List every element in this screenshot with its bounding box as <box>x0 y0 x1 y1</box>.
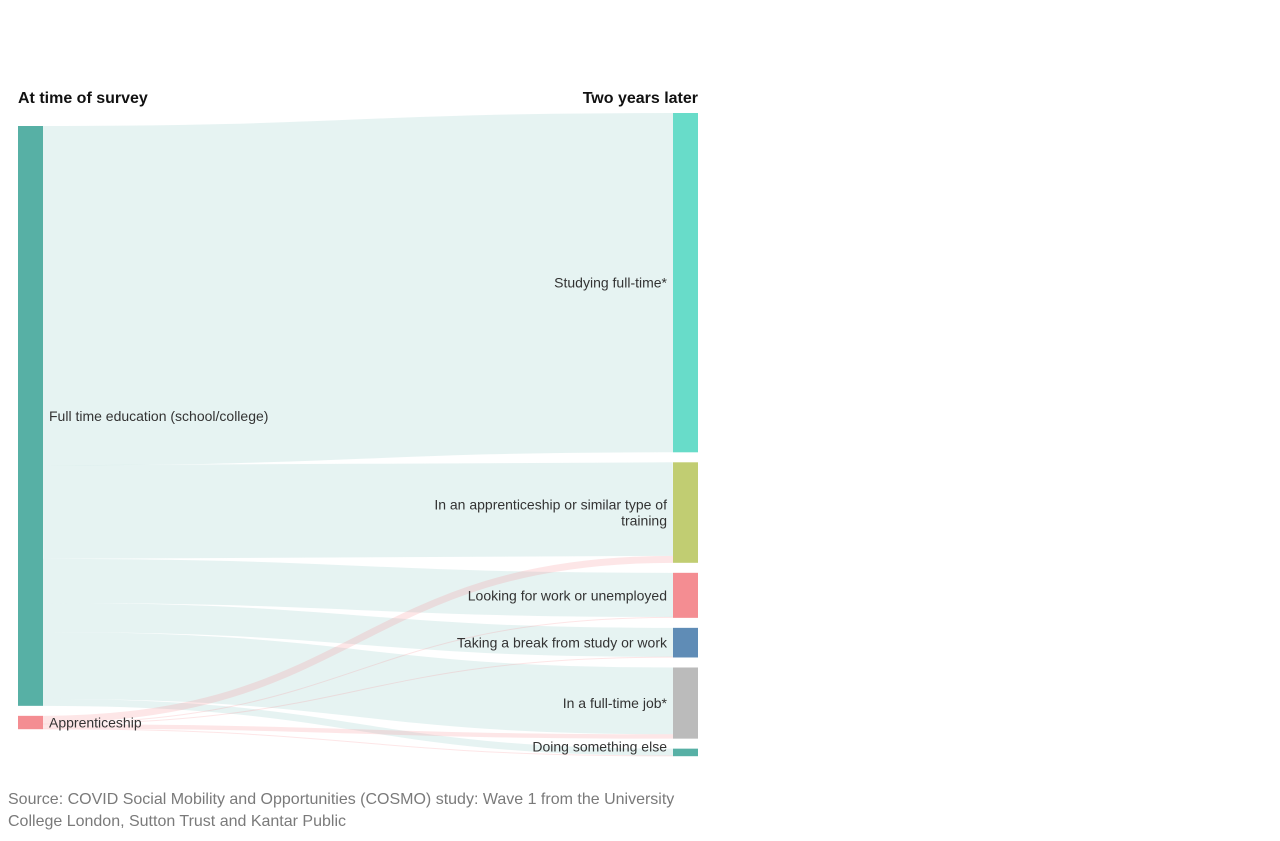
flow-fte-to-job <box>42 632 674 735</box>
flow-fte-to-study <box>42 113 674 466</box>
target-label-break: Taking a break from study or work <box>457 635 668 651</box>
flow-app-to-break <box>42 656 674 725</box>
target-node-else <box>673 748 698 757</box>
flow-fte-to-else <box>42 698 674 756</box>
left-column-header: At time of survey <box>18 90 148 107</box>
flow-fte-to-break <box>42 603 674 657</box>
target-label-appr-line: training <box>621 513 667 529</box>
node-labels: Full time education (school/college) Appr… <box>49 275 668 755</box>
source-node-fte <box>18 126 43 706</box>
right-column-header: Two years later <box>583 90 698 107</box>
target-node-study <box>673 113 698 453</box>
target-node-look <box>673 572 698 618</box>
flow-app-to-appr <box>42 555 674 723</box>
target-node-appr <box>673 462 698 563</box>
source-note: Source: COVID Social Mobility and Opport… <box>8 791 675 830</box>
target-label-study: Studying full-time* <box>554 275 667 291</box>
target-label-appr-line: In an apprenticeship or similar type of <box>434 497 667 513</box>
flow-app-to-job <box>42 724 674 739</box>
target-label-appr: In an apprenticeship or similar type of t… <box>434 497 667 529</box>
target-label-look: Looking for work or unemployed <box>468 587 667 603</box>
nodes <box>18 113 698 757</box>
target-node-job <box>673 667 698 739</box>
target-label-else: Doing something else <box>532 739 667 755</box>
source-node-app <box>18 715 43 730</box>
flow-fte-to-look <box>42 558 674 617</box>
flow-links <box>42 113 674 757</box>
flow-app-to-else <box>42 728 674 757</box>
source-label-app: Apprenticeship <box>49 715 142 731</box>
target-label-job: In a full-time job* <box>563 695 668 711</box>
flow-fte-to-appr <box>42 462 674 559</box>
target-node-break <box>673 627 698 658</box>
flow-app-to-look <box>42 616 674 724</box>
source-label-fte: Full time education (school/college) <box>49 408 268 424</box>
